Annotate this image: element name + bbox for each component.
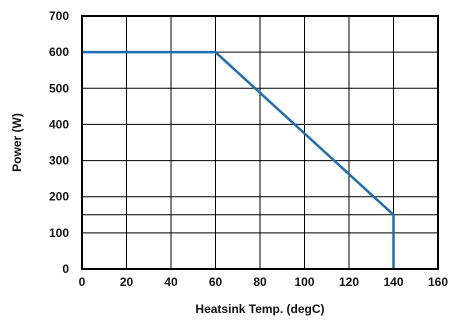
y-axis-label: Power (W)	[10, 113, 24, 172]
y-tick-label: 200	[49, 190, 69, 204]
x-tick-label: 0	[79, 275, 86, 289]
y-tick-label: 500	[49, 81, 69, 95]
y-tick-label: 400	[49, 117, 69, 131]
y-tick-label: 700	[49, 9, 69, 23]
x-tick-label: 140	[383, 275, 403, 289]
x-tick-label: 60	[209, 275, 223, 289]
y-tick-label: 100	[49, 226, 69, 240]
x-tick-label: 20	[120, 275, 134, 289]
plot-frame	[81, 15, 439, 270]
power-derating-line	[82, 50, 395, 269]
x-tick-label: 160	[428, 275, 448, 289]
x-tick-label: 80	[253, 275, 267, 289]
y-tick-label: 600	[49, 45, 69, 59]
x-tick-label: 40	[164, 275, 178, 289]
grid-layer	[81, 15, 439, 270]
y-tick-label: 0	[62, 262, 69, 276]
y-tick-label: 300	[49, 154, 69, 168]
tick-label-layer: 0 20 40 60 80 100 120 140 160 0 100 200 300 400 500 600…	[49, 9, 448, 289]
x-tick-label: 120	[339, 275, 359, 289]
series-layer	[82, 50, 395, 269]
x-tick-label: 100	[294, 275, 314, 289]
x-axis-label: Heatsink Temp. (degC)	[195, 302, 324, 316]
